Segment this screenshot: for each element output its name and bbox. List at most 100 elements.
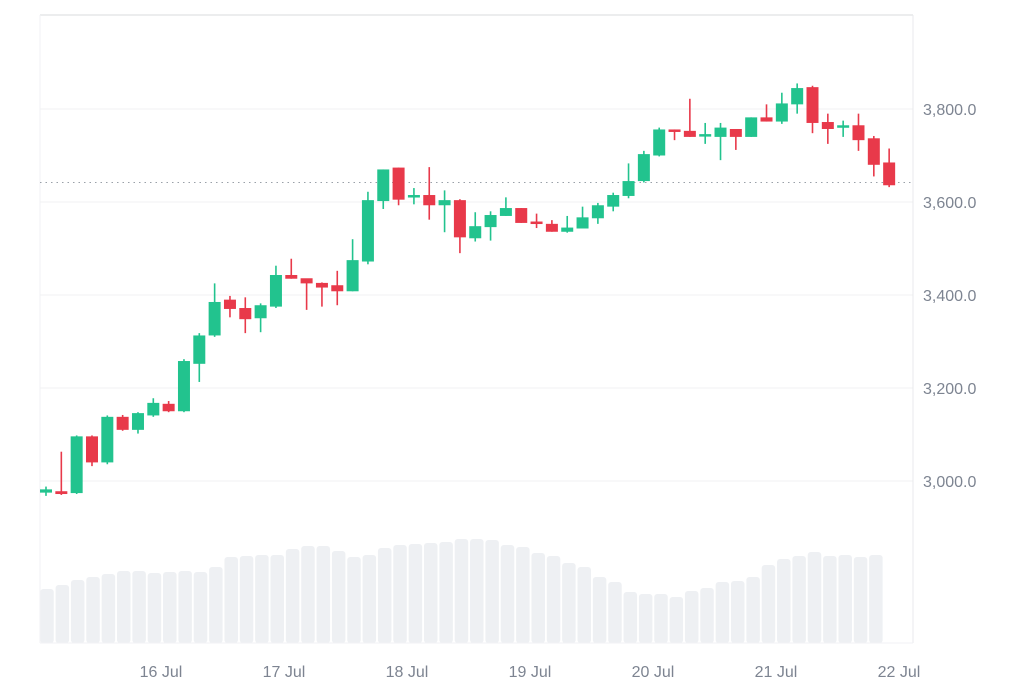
volume-bar xyxy=(608,582,622,643)
volume-bar xyxy=(669,597,684,643)
candle-down[interactable] xyxy=(55,451,68,495)
candle-down[interactable] xyxy=(116,414,129,431)
volume-bar xyxy=(654,594,668,643)
candle-up[interactable] xyxy=(177,359,190,413)
candle-down[interactable] xyxy=(545,220,558,232)
volume-bar xyxy=(331,551,346,643)
x-tick-label: 22 Jul xyxy=(878,664,921,681)
volume-bar xyxy=(700,588,714,643)
candle-up[interactable] xyxy=(346,239,359,292)
candle-down[interactable] xyxy=(668,129,681,141)
candle-up[interactable] xyxy=(377,169,390,209)
candle-up[interactable] xyxy=(484,211,497,241)
candle-down[interactable] xyxy=(223,295,236,318)
candle-up[interactable] xyxy=(775,92,788,124)
volume-bar xyxy=(117,571,131,643)
candle-down[interactable] xyxy=(315,282,328,307)
candles xyxy=(40,83,896,496)
candle-down[interactable] xyxy=(392,167,405,206)
candle-up[interactable] xyxy=(745,117,758,137)
candle-up[interactable] xyxy=(653,127,666,157)
chart-frame xyxy=(39,14,914,644)
candle-down[interactable] xyxy=(239,297,252,334)
candle-up[interactable] xyxy=(147,398,160,417)
candle-up[interactable] xyxy=(637,150,650,183)
candle-down[interactable] xyxy=(162,401,175,413)
volume-bar xyxy=(684,591,699,643)
candle-up[interactable] xyxy=(193,333,206,382)
y-tick-label: 3,800.0 xyxy=(923,102,976,119)
volume-bar xyxy=(285,549,300,643)
candle-up[interactable] xyxy=(622,163,635,199)
x-tick-label: 16 Jul xyxy=(140,664,183,681)
candle-up[interactable] xyxy=(791,83,804,114)
candle-down[interactable] xyxy=(852,113,865,151)
candle-up[interactable] xyxy=(70,435,83,495)
candle-up[interactable] xyxy=(254,303,267,333)
candle-down[interactable] xyxy=(453,199,466,254)
volume-bar xyxy=(546,556,561,643)
candle-up[interactable] xyxy=(561,215,574,233)
candle-up[interactable] xyxy=(607,192,620,212)
gridlines xyxy=(40,108,913,482)
candle-up[interactable] xyxy=(576,206,589,229)
x-tick-label: 19 Jul xyxy=(509,664,552,681)
candle-up[interactable] xyxy=(714,122,727,161)
volume-bar xyxy=(101,574,116,643)
candle-down[interactable] xyxy=(515,208,528,223)
candle-down[interactable] xyxy=(821,113,834,144)
volume-bar xyxy=(761,565,776,643)
candle-down[interactable] xyxy=(806,85,819,134)
volume-bar xyxy=(592,577,607,643)
volume-bar xyxy=(178,571,192,643)
volume-bar xyxy=(147,573,162,643)
candle-down[interactable] xyxy=(530,213,543,229)
volume-bar xyxy=(807,552,822,643)
candle-down[interactable] xyxy=(85,435,98,467)
volume-bar xyxy=(424,543,438,643)
volume-bar xyxy=(562,563,576,643)
candle-up[interactable] xyxy=(269,265,282,309)
candle-down[interactable] xyxy=(729,128,742,150)
y-axis: 3,800.0 3,600.0 3,400.0 3,200.0 3,000.0 xyxy=(923,102,976,491)
x-tick-label: 20 Jul xyxy=(632,664,675,681)
volume-bar xyxy=(255,555,269,643)
x-tick-label: 17 Jul xyxy=(263,664,306,681)
candle-up[interactable] xyxy=(361,191,374,265)
volume-bar xyxy=(55,585,70,643)
volume-bar xyxy=(531,553,545,643)
volume-bar xyxy=(623,592,638,643)
candle-up[interactable] xyxy=(40,486,52,496)
candle-up[interactable] xyxy=(101,415,114,465)
y-tick-label: 3,200.0 xyxy=(923,381,976,398)
candle-up[interactable] xyxy=(131,412,144,434)
candle-down[interactable] xyxy=(883,148,896,188)
candle-up[interactable] xyxy=(438,190,451,233)
candle-up[interactable] xyxy=(407,188,420,205)
volume-bar xyxy=(316,546,331,643)
volume-bar xyxy=(454,539,469,643)
candle-up[interactable] xyxy=(591,202,604,224)
candle-up[interactable] xyxy=(699,122,712,144)
volume-bar xyxy=(70,580,85,643)
volume-bar xyxy=(377,548,392,643)
x-axis: 16 Jul 17 Jul 18 Jul 19 Jul 20 Jul 21 Jul 22 J… xyxy=(140,664,921,681)
volume-bar xyxy=(470,539,484,643)
candle-down[interactable] xyxy=(423,167,436,220)
volume-bar xyxy=(193,572,208,643)
candle-down[interactable] xyxy=(331,270,344,306)
volume-bar xyxy=(439,542,453,643)
candle-down[interactable] xyxy=(300,278,313,310)
candle-up[interactable] xyxy=(837,120,850,137)
candle-down[interactable] xyxy=(760,104,773,122)
candle-up[interactable] xyxy=(469,212,482,242)
volume-bar xyxy=(715,582,730,643)
candle-down[interactable] xyxy=(867,135,880,177)
candle-down[interactable] xyxy=(285,258,298,279)
candle-down[interactable] xyxy=(683,98,696,137)
volume-bar xyxy=(746,577,760,643)
candle-up[interactable] xyxy=(208,283,221,337)
candle-up[interactable] xyxy=(499,197,512,216)
